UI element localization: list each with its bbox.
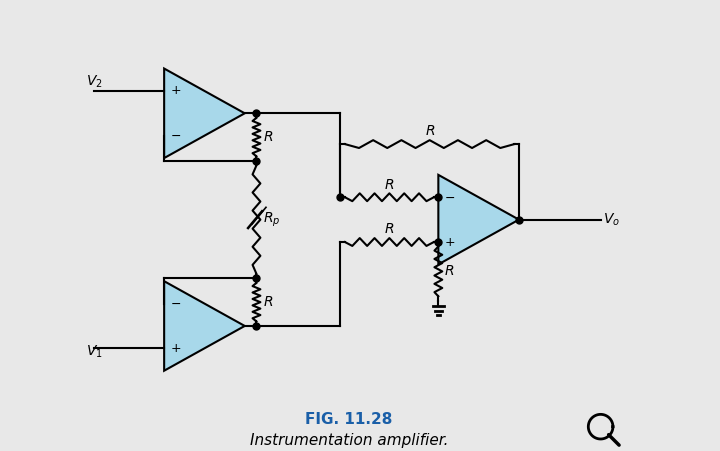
Text: $+$: $+$ xyxy=(170,84,181,97)
Text: $R_p$: $R_p$ xyxy=(264,211,281,229)
Text: Instrumentation amplifier.: Instrumentation amplifier. xyxy=(250,433,448,447)
Text: $R$: $R$ xyxy=(384,178,395,192)
Text: $V_o$: $V_o$ xyxy=(603,212,621,228)
Text: $+$: $+$ xyxy=(444,235,455,249)
Text: $+$: $+$ xyxy=(170,342,181,355)
Text: $-$: $-$ xyxy=(170,129,181,142)
Polygon shape xyxy=(438,175,519,264)
Text: $-$: $-$ xyxy=(444,191,455,204)
Text: FIG. 11.28: FIG. 11.28 xyxy=(305,413,392,428)
Text: $R$: $R$ xyxy=(444,264,454,278)
Text: $R$: $R$ xyxy=(264,295,274,309)
Text: $-$: $-$ xyxy=(170,297,181,310)
Text: $R$: $R$ xyxy=(425,124,435,138)
Text: $V_1$: $V_1$ xyxy=(86,343,102,359)
Text: $V_2$: $V_2$ xyxy=(86,74,102,90)
Text: $R$: $R$ xyxy=(264,130,274,144)
Polygon shape xyxy=(164,69,245,158)
Polygon shape xyxy=(164,281,245,371)
Text: $R$: $R$ xyxy=(384,222,395,236)
